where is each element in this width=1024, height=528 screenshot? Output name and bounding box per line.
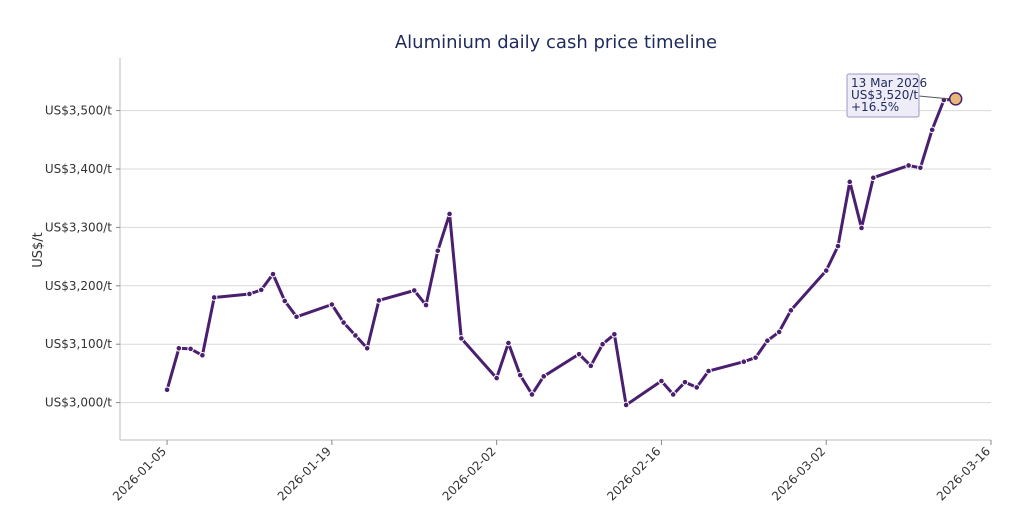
x-tick-label: 2026-02-02 — [440, 444, 499, 503]
data-point — [175, 344, 183, 352]
data-point — [846, 178, 854, 186]
y-tick-label: US$3,300/t — [45, 220, 112, 234]
data-point — [858, 224, 865, 232]
data-point — [281, 297, 289, 305]
data-point — [410, 287, 418, 294]
x-tick-label: 2026-01-05 — [110, 444, 169, 503]
data-point — [611, 330, 618, 338]
data-point — [340, 319, 347, 326]
data-point — [422, 301, 430, 309]
data-point — [764, 337, 771, 345]
data-point — [575, 350, 583, 358]
data-point — [822, 267, 830, 274]
data-point — [693, 384, 701, 391]
data-point — [246, 290, 253, 298]
x-tick-label: 2026-03-02 — [769, 444, 828, 503]
data-point — [905, 162, 912, 169]
data-point — [917, 164, 924, 172]
data-point — [622, 401, 630, 409]
data-point — [163, 386, 171, 394]
data-point — [187, 345, 194, 353]
annotation-price: US$3,520/t — [851, 88, 918, 102]
x-tick-labels: 2026-01-05 2026-01-19 2026-02-02 2026-02-16… — [110, 440, 993, 503]
data-point — [775, 328, 783, 336]
data-point — [834, 242, 842, 250]
annotation-box — [846, 73, 920, 118]
data-point — [528, 391, 536, 398]
annotation-date: 13 Mar 2026 — [851, 76, 927, 90]
x-tick-label: 2026-02-16 — [604, 444, 663, 503]
data-point — [658, 377, 665, 385]
highlight-point — [948, 92, 963, 106]
data-point — [493, 374, 500, 382]
price-line — [165, 97, 958, 407]
data-point — [669, 391, 677, 398]
data-point — [587, 362, 595, 370]
price-series — [163, 92, 963, 409]
y-tick-labels: US$3,000/t US$3,100/t US$3,200/t US$3,300/t… — [45, 104, 120, 410]
y-tick-label: US$3,200/t — [45, 279, 112, 293]
data-point — [516, 371, 524, 379]
data-point — [540, 373, 548, 380]
data-point — [505, 339, 512, 347]
data-point — [681, 378, 689, 386]
data-point — [869, 174, 877, 182]
data-point — [928, 126, 936, 134]
x-tick-label: 2026-01-19 — [275, 444, 334, 503]
data-point — [434, 247, 442, 255]
y-tick-label: US$3,000/t — [45, 396, 112, 410]
chart-title: Aluminium daily cash price timeline — [395, 32, 717, 53]
data-point — [599, 340, 606, 348]
y-tick-label: US$3,500/t — [45, 104, 112, 118]
data-point — [328, 301, 336, 308]
data-point — [293, 313, 300, 321]
data-point — [375, 297, 383, 304]
data-point — [210, 294, 218, 301]
data-point — [787, 307, 795, 314]
y-axis-label: US$/t — [31, 232, 46, 268]
data-point — [752, 354, 759, 361]
data-point — [199, 352, 206, 359]
data-point — [740, 358, 748, 366]
data-point — [269, 270, 277, 278]
data-point — [458, 335, 465, 342]
y-gridlines — [120, 110, 991, 404]
data-point — [446, 210, 453, 218]
data-point — [352, 332, 359, 339]
y-tick-label: US$3,400/t — [45, 162, 112, 176]
last-price-annotation: 13 Mar 2026 US$3,520/t +16.5% — [846, 73, 949, 118]
annotation-leader-line — [918, 95, 949, 100]
data-point — [363, 344, 371, 352]
data-point — [257, 286, 265, 294]
data-point — [705, 367, 712, 375]
y-tick-label: US$3,100/t — [45, 337, 112, 351]
x-tick-label: 2026-03-16 — [934, 444, 993, 503]
annotation-change: +16.5% — [851, 100, 899, 114]
